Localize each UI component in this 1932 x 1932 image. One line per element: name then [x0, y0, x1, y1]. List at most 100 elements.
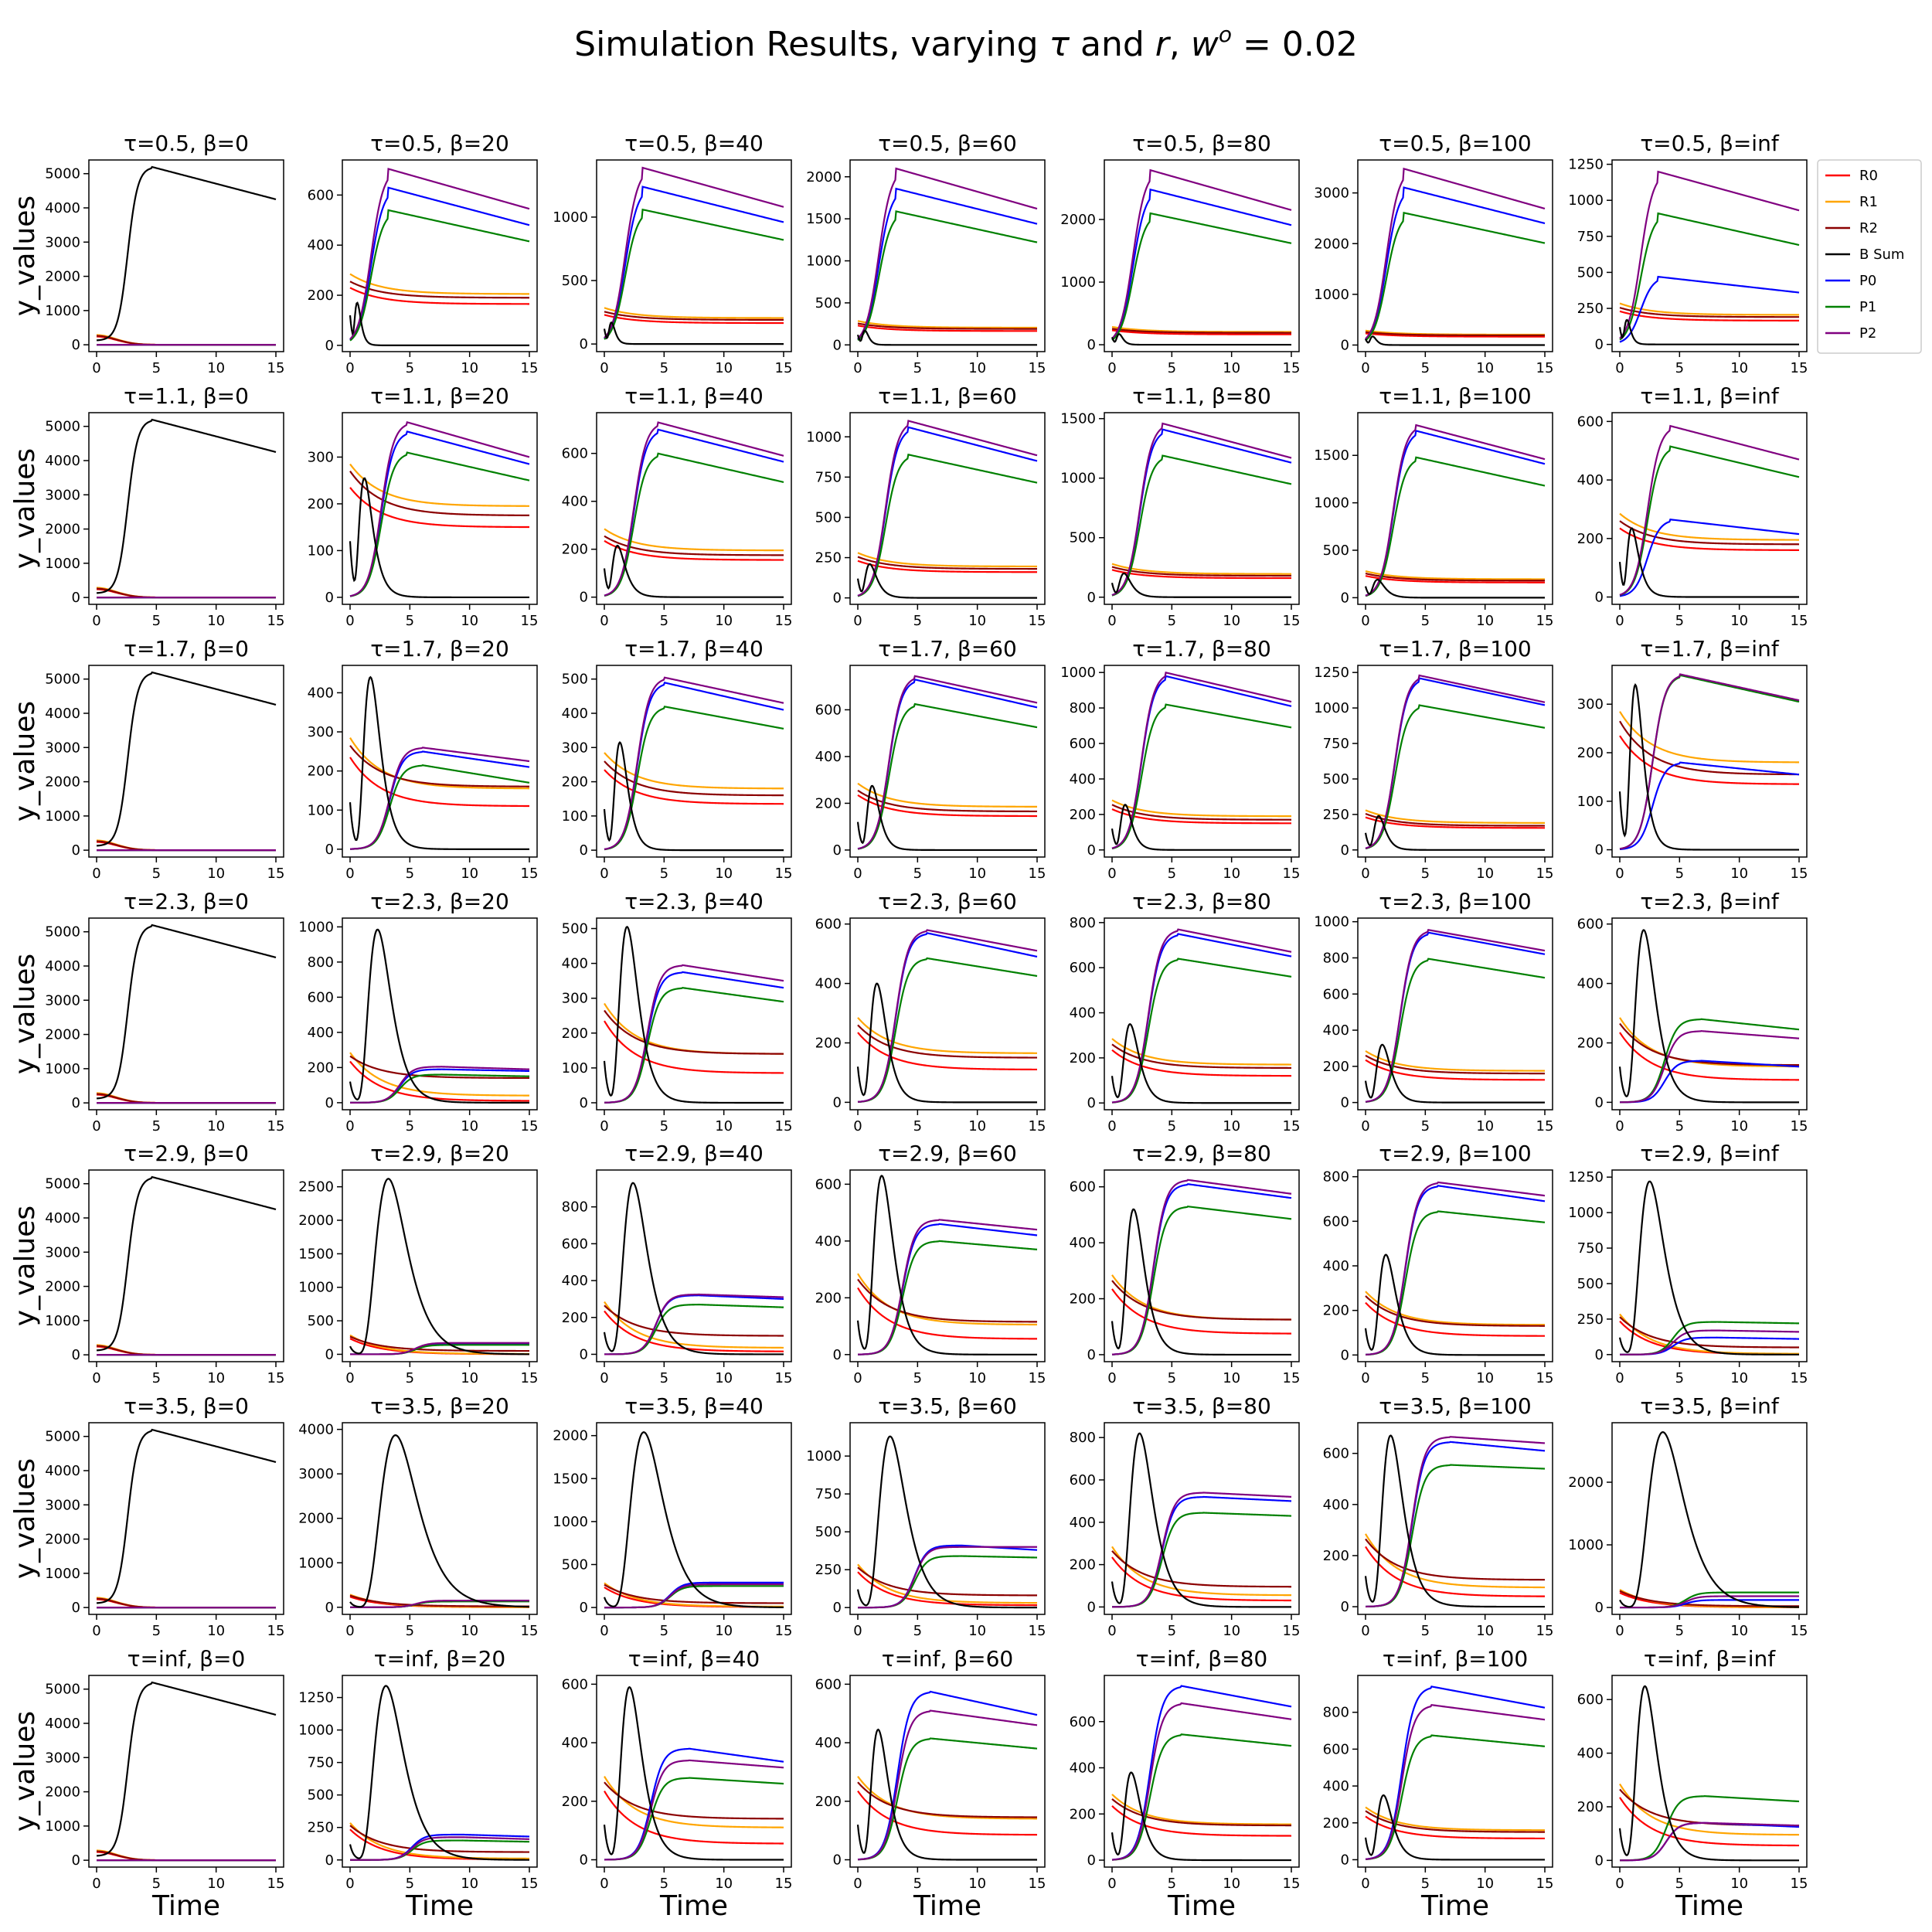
y-tick-label: 0 [580, 1852, 588, 1869]
x-tick-label: 0 [1107, 613, 1116, 629]
y-tick-label: 400 [562, 956, 588, 972]
subplot: τ=1.7, β=60 0 5 10 15 0 200 400 600 [815, 636, 1046, 882]
x-tick-label: 15 [1536, 1118, 1554, 1134]
series-line-p2 [857, 1219, 1038, 1355]
y-tick-label: 200 [308, 287, 334, 304]
series-line-r1 [349, 273, 530, 295]
legend-label: P0 [1859, 273, 1876, 289]
series-line-p1 [1111, 957, 1292, 1104]
series-line-p2 [1111, 1492, 1292, 1608]
x-tick-label: 5 [1421, 1876, 1430, 1892]
x-tick-label: 0 [600, 1876, 608, 1892]
subplot: τ=1.1, β=inf 0 5 10 15 0 200 400 600 [1577, 383, 1808, 629]
subplot-title: τ=2.9, β=20 [370, 1141, 509, 1166]
series-line-r0 [1365, 1059, 1546, 1081]
y-tick-label: 2000 [1314, 236, 1349, 252]
x-axis-label: Time [1167, 1890, 1236, 1922]
x-tick-label: 0 [853, 360, 862, 376]
y-tick-label: 0 [72, 1600, 80, 1616]
x-tick-label: 10 [1730, 866, 1748, 882]
series-line-b-sum [96, 1428, 277, 1604]
y-tick-label: 200 [1323, 1548, 1349, 1564]
series-line-b-sum [349, 1178, 530, 1355]
y-tick-label: 600 [815, 917, 842, 933]
x-axis-label: Time [151, 1890, 220, 1922]
y-tick-label: 2000 [298, 1213, 334, 1229]
y-tick-label: 400 [1323, 1778, 1349, 1794]
y-tick-label: 1000 [1060, 471, 1096, 487]
x-tick-label: 10 [715, 360, 733, 376]
series-line-b-sum [1111, 1022, 1291, 1104]
x-tick-label: 10 [1223, 360, 1240, 376]
subplot-title: τ=2.9, β=60 [878, 1141, 1017, 1166]
subplot-title: τ=1.1, β=40 [624, 383, 764, 409]
y-tick-label: 600 [308, 989, 334, 1005]
y-tick-label: 0 [580, 1346, 588, 1362]
series-line-p0 [604, 185, 784, 339]
plot-area [849, 1169, 1046, 1362]
legend-label: P1 [1859, 299, 1876, 315]
x-tick-label: 0 [92, 360, 100, 376]
series-line-r0 [1365, 1546, 1545, 1597]
series-line-r1 [1619, 512, 1800, 541]
x-tick-label: 10 [461, 360, 478, 376]
y-tick-label: 200 [1070, 1806, 1096, 1822]
y-tick-label: 400 [1577, 976, 1604, 992]
y-tick-label: 600 [1070, 1472, 1096, 1488]
x-tick-label: 5 [152, 866, 161, 882]
y-tick-label: 4000 [45, 1210, 80, 1226]
series-line-p2 [1111, 1702, 1292, 1861]
y-tick-label: 200 [562, 1026, 588, 1042]
y-tick-label: 500 [815, 295, 842, 311]
series-line-r2 [1111, 566, 1291, 577]
y-tick-label: 0 [1341, 337, 1349, 353]
plot-area [1611, 412, 1808, 605]
x-tick-label: 10 [715, 613, 733, 629]
x-tick-label: 15 [1283, 1370, 1301, 1386]
y-tick-label: 500 [562, 921, 588, 937]
series-line-b-sum [349, 301, 529, 346]
x-tick-label: 15 [521, 1876, 539, 1892]
y-tick-label: 0 [1595, 590, 1604, 606]
x-tick-label: 10 [1476, 866, 1494, 882]
x-tick-label: 5 [152, 360, 161, 376]
subplot-title: τ=0.5, β=40 [624, 131, 764, 156]
plot-area [342, 1422, 538, 1615]
subplot: τ=inf, β=60 0 5 10 15 0 200 400 600 [815, 1646, 1046, 1892]
y-tick-label: 800 [1323, 1705, 1349, 1721]
series-line-r1 [857, 782, 1037, 808]
y-tick-label: 2000 [1568, 1475, 1604, 1491]
x-tick-label: 15 [1283, 360, 1301, 376]
plot-area [596, 1169, 792, 1362]
x-tick-label: 10 [968, 866, 986, 882]
series-line-r2 [857, 556, 1037, 570]
series-line-b-sum [603, 1431, 784, 1609]
plot-area [1611, 159, 1808, 352]
x-tick-label: 5 [152, 1623, 161, 1639]
subplot: τ=0.5, β=20 0 5 10 15 0 200 400 600 [308, 131, 539, 376]
y-tick-label: 1000 [45, 1313, 80, 1329]
plot-area [342, 917, 538, 1111]
series-line-r2 [857, 1278, 1037, 1323]
subplot: τ=1.7, β=20 0 5 10 15 0 100 200 300 400 [308, 636, 539, 882]
series-line-r1 [96, 1849, 276, 1862]
series-line-r1 [1111, 1546, 1291, 1597]
subplot-title: τ=inf, β=80 [1136, 1646, 1267, 1672]
series-line-r2 [349, 1825, 530, 1853]
series-line-r2 [349, 1594, 529, 1607]
subplot-title: τ=0.5, β=80 [1132, 131, 1271, 156]
x-tick-label: 10 [1730, 1370, 1748, 1386]
series-line-r0 [1619, 1797, 1800, 1847]
y-tick-label: 200 [815, 1035, 842, 1051]
subplot: τ=inf, β=40 0 5 10 15 0 200 400 600 [562, 1646, 793, 1892]
y-tick-label: 600 [1070, 736, 1096, 752]
series-line-r2 [1619, 520, 1800, 546]
subplot-title: τ=3.5, β=100 [1379, 1393, 1531, 1419]
x-axis-label: Time [659, 1890, 728, 1922]
series-line-p1 [349, 209, 530, 342]
subplot: τ=2.9, β=inf 0 5 10 15 0 250 500 750 1000 1250 [1568, 1141, 1808, 1386]
series-line-b-sum [603, 741, 784, 852]
series-line-r1 [1365, 809, 1545, 824]
series-line-r1 [604, 1002, 784, 1055]
series-line-b-sum [1111, 1208, 1291, 1356]
